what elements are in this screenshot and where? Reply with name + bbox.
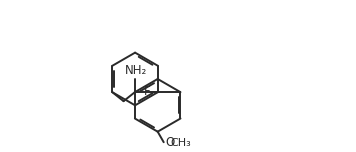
- Text: F: F: [144, 85, 150, 98]
- Text: O: O: [165, 136, 174, 149]
- Text: CH₃: CH₃: [171, 138, 192, 148]
- Text: NH₂: NH₂: [125, 64, 147, 77]
